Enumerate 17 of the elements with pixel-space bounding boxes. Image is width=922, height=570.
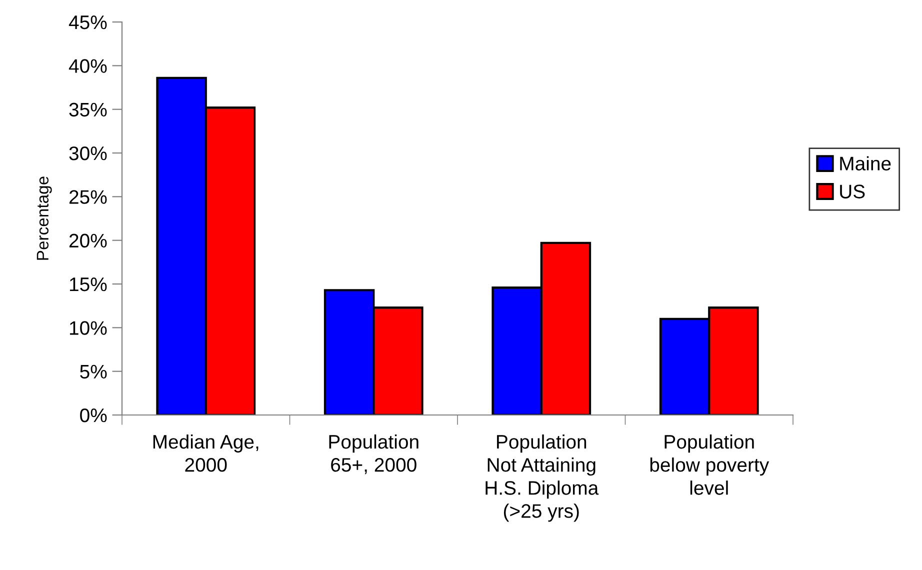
y-tick-label: 5% [80,364,107,379]
y-tick-label: 0% [80,408,107,422]
legend-label: US [840,184,865,198]
legend-label: Maine [840,156,891,170]
y-tick-label: 25% [69,190,107,204]
y-tick-label: 40% [68,59,107,73]
y-tick-label: 35% [69,102,107,117]
x-tick-label: Population Not Attaining H.S. Diploma (>25 yrs) [486,434,599,522]
y-tick-label: 45% [68,16,107,30]
x-tick-label: Population 65+, 2000 [329,434,418,474]
x-tick-label: Population below poverty level [650,434,770,495]
y-tick-label: 15% [70,278,107,292]
y-tick-label: 20% [69,234,107,248]
y-axis-title: Percentage [36,176,52,260]
x-tick-label: Median Age, 2000 [153,434,258,472]
y-tick-label: 30% [69,146,107,160]
y-tick-label: 10% [70,321,107,335]
